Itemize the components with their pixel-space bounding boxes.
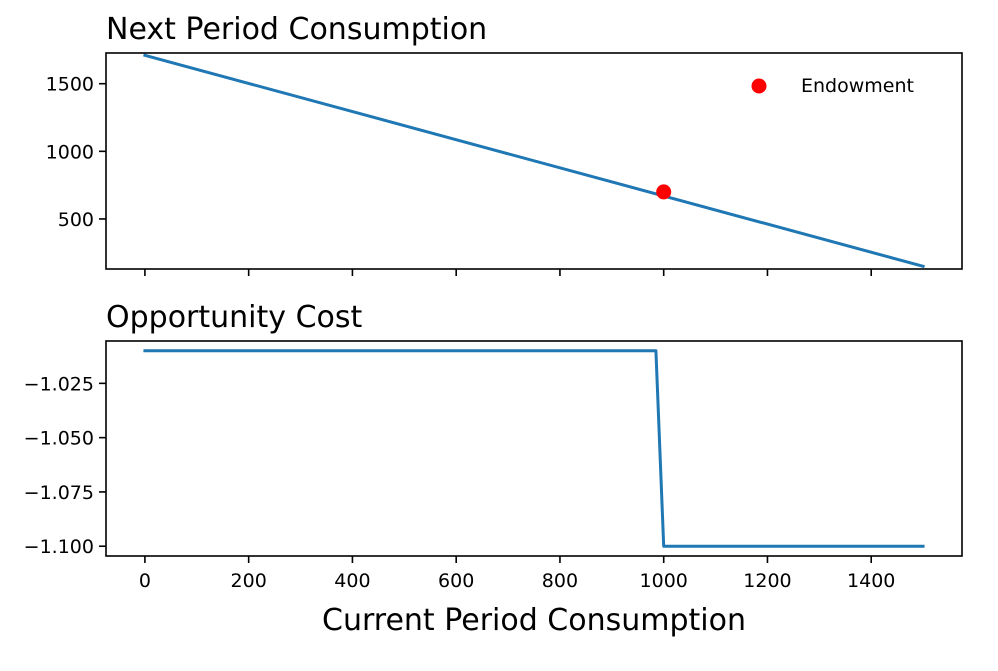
y-tick-label: 1000 xyxy=(46,141,94,163)
series-line xyxy=(143,349,925,548)
x-tick-label: 200 xyxy=(231,570,267,592)
x-tick-label: 1200 xyxy=(743,570,791,592)
x-tick-label: 0 xyxy=(139,570,151,592)
axes-frame xyxy=(105,340,963,557)
series-line xyxy=(143,53,925,269)
x-tick-label: 800 xyxy=(542,570,578,592)
panel-title: Opportunity Cost xyxy=(106,300,362,335)
y-tick-label: −1.050 xyxy=(24,428,94,450)
endowment-point xyxy=(656,184,672,200)
x-tick-label: 1000 xyxy=(640,570,688,592)
legend-label: Endowment xyxy=(801,75,914,97)
x-axis-title: Current Period Consumption xyxy=(322,603,746,638)
y-tick-label: 1500 xyxy=(46,74,94,96)
panel-title: Next Period Consumption xyxy=(106,12,487,47)
x-tick-label: 400 xyxy=(334,570,370,592)
y-tick-label: −1.025 xyxy=(24,373,94,395)
legend-marker xyxy=(751,78,767,94)
x-tick-label: 1400 xyxy=(847,570,895,592)
y-tick-label: −1.075 xyxy=(24,482,94,504)
axes-frame xyxy=(105,52,963,270)
y-tick-label: −1.100 xyxy=(24,536,94,558)
y-tick-label: 500 xyxy=(58,209,94,231)
x-tick-label: 600 xyxy=(438,570,474,592)
